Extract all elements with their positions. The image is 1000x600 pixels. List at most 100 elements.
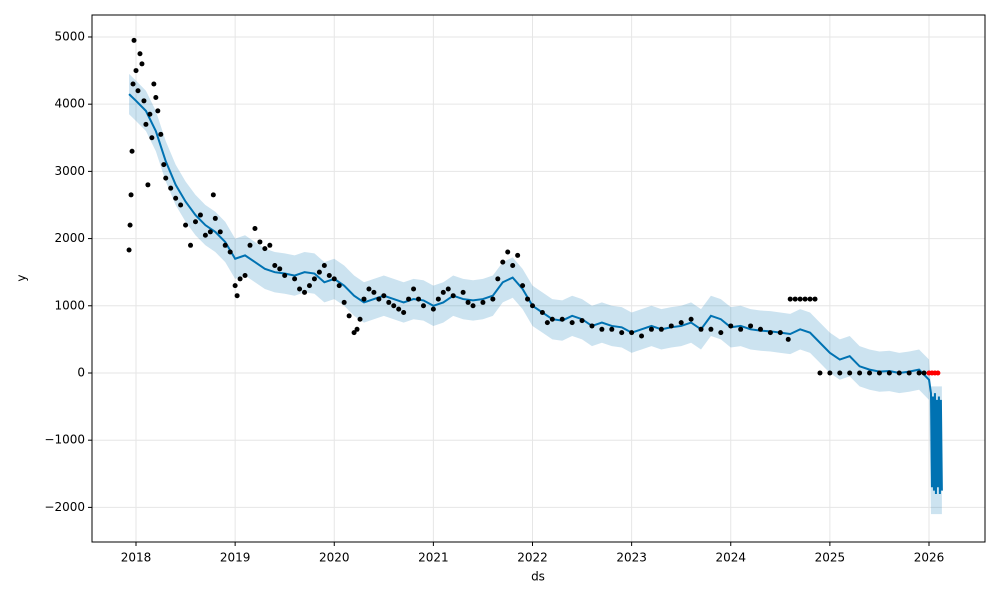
- observed-point: [151, 81, 157, 87]
- observed-point: [688, 316, 694, 322]
- observed-point: [416, 296, 422, 302]
- observed-point: [277, 266, 283, 272]
- x-tick-label: 2023: [616, 551, 647, 565]
- observed-point: [297, 286, 303, 292]
- observed-point: [857, 370, 863, 376]
- observed-point: [921, 370, 927, 376]
- observed-point: [886, 370, 892, 376]
- observed-point: [145, 182, 151, 188]
- observed-point: [188, 242, 194, 248]
- observed-point: [173, 195, 179, 201]
- observed-point: [812, 296, 818, 302]
- x-tick-label: 2026: [914, 551, 945, 565]
- y-tick-label: 5000: [54, 29, 85, 43]
- observed-point: [648, 326, 654, 332]
- y-tick-label: 1000: [54, 298, 85, 312]
- observed-point: [777, 330, 783, 336]
- observed-point: [500, 259, 506, 265]
- observed-point: [267, 242, 273, 248]
- observed-point: [728, 323, 734, 329]
- y-tick-label: −1000: [44, 433, 85, 447]
- observed-point: [311, 276, 317, 282]
- observed-point: [807, 296, 813, 302]
- observed-point: [161, 162, 167, 168]
- observed-point: [341, 299, 347, 305]
- observed-point: [544, 320, 550, 326]
- observed-point: [465, 299, 471, 305]
- observed-point: [227, 249, 233, 255]
- observed-point: [158, 131, 164, 137]
- observed-point: [629, 330, 635, 336]
- observed-point: [420, 303, 426, 309]
- observed-point: [837, 370, 843, 376]
- observed-point: [192, 219, 198, 225]
- observed-point: [589, 323, 595, 329]
- observed-point: [149, 135, 155, 141]
- observed-point: [207, 229, 213, 235]
- observed-point: [802, 296, 808, 302]
- observed-point: [668, 323, 674, 329]
- observed-point: [401, 310, 407, 316]
- observed-point: [257, 239, 263, 245]
- uncertainty-band: [129, 73, 942, 515]
- observed-point: [520, 283, 526, 289]
- x-tick-label: 2025: [815, 551, 846, 565]
- x-tick-label: 2022: [517, 551, 548, 565]
- observed-point: [916, 370, 922, 376]
- observed-point: [430, 306, 436, 312]
- observed-point: [460, 289, 466, 295]
- observed-point: [505, 249, 511, 255]
- observed-point: [748, 323, 754, 329]
- observed-point: [371, 289, 377, 295]
- observed-point: [515, 252, 521, 258]
- observed-point: [530, 303, 536, 309]
- observed-point: [155, 108, 161, 114]
- forecast-line: [128, 93, 943, 494]
- x-tick-label: 2021: [418, 551, 449, 565]
- observed-point: [678, 320, 684, 326]
- observed-point: [767, 330, 773, 336]
- observed-point: [906, 370, 912, 376]
- observed-point: [787, 296, 793, 302]
- observed-point: [137, 51, 143, 57]
- observed-point: [217, 229, 223, 235]
- observed-point: [757, 326, 763, 332]
- observed-point: [391, 303, 397, 309]
- observed-point: [396, 306, 402, 312]
- observed-point: [510, 262, 516, 268]
- observed-point: [331, 276, 337, 282]
- observed-point: [143, 121, 149, 127]
- observed-point: [827, 370, 833, 376]
- observed-point: [708, 326, 714, 332]
- observed-point: [411, 286, 417, 292]
- observed-point: [619, 330, 625, 336]
- x-tick-label: 2019: [220, 551, 251, 565]
- observed-point: [867, 370, 873, 376]
- observed-point: [658, 326, 664, 332]
- observed-point: [129, 148, 135, 154]
- observed-point: [316, 269, 322, 275]
- observed-point: [549, 316, 555, 322]
- observed-point: [406, 296, 412, 302]
- observed-point: [435, 296, 441, 302]
- observed-point: [440, 289, 446, 295]
- observed-point: [212, 215, 218, 221]
- observed-point: [792, 296, 798, 302]
- observed-point: [579, 318, 585, 324]
- observed-point: [445, 286, 451, 292]
- observed-point: [376, 296, 382, 302]
- observed-point: [282, 273, 288, 279]
- observed-point: [242, 273, 248, 279]
- observed-point: [183, 222, 189, 228]
- observed-point: [366, 286, 372, 292]
- observed-point: [599, 326, 605, 332]
- observed-point: [321, 262, 327, 268]
- observed-point: [495, 276, 501, 282]
- observed-point: [178, 202, 184, 208]
- observed-point: [357, 316, 363, 322]
- observed-point: [127, 222, 133, 228]
- y-tick-label: 0: [77, 365, 85, 379]
- y-tick-label: 4000: [54, 97, 85, 111]
- observed-point: [609, 326, 615, 332]
